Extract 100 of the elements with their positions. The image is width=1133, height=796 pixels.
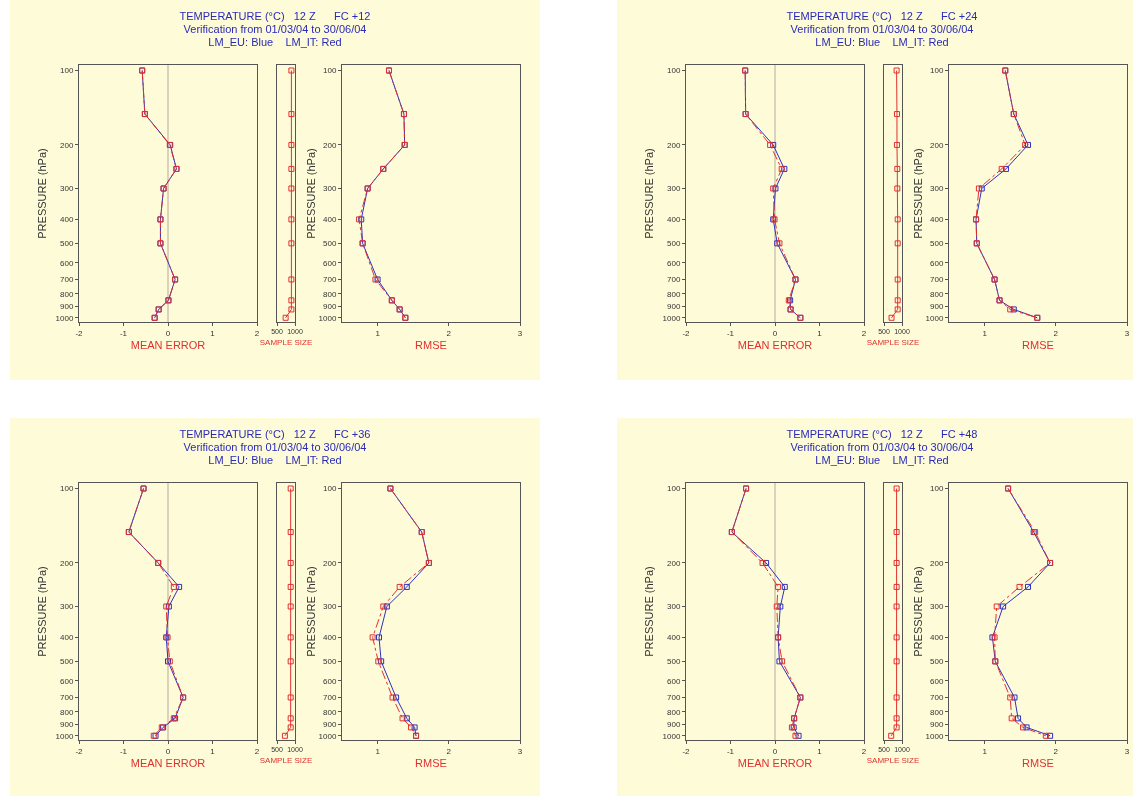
y-axis-title: PRESSURE (hPa) [643,148,656,239]
x-tick-label: 0 [165,328,171,338]
y-tick-label: 1000 [662,313,681,323]
x-tick-label: 0 [772,746,778,756]
y-tick-label: 400 [60,633,74,643]
y-tick-label: 700 [930,275,944,285]
y-tick-label: 200 [60,140,74,150]
x-axis-title: MEAN ERROR [737,338,813,351]
y-tick-label: 900 [667,720,681,730]
y-tick-label: 500 [60,239,74,249]
y-tick-label: 900 [930,720,944,730]
y-tick-label: 1000 [55,313,74,323]
y-tick-label: 200 [667,140,681,150]
y-tick-label: 500 [930,239,944,249]
x-axis-title: RMSE [415,756,447,769]
y-tick-label: 700 [667,275,681,285]
x-tick-label: 2 [254,746,260,756]
y-tick-label: 900 [323,720,337,730]
y-tick-label: 900 [667,302,681,312]
y-axis-title: PRESSURE (hPa) [912,148,924,239]
x-tick-label: 1 [375,746,381,756]
x-tick-label: 3 [517,746,523,756]
x-axis-title: RMSE [1022,756,1054,769]
y-axis-title: PRESSURE (hPa) [305,148,317,239]
y-tick-label: 600 [323,676,337,686]
y-tick-label: 400 [667,633,681,643]
y-tick-label: 900 [323,302,337,312]
x-axis-title: SAMPLE SIZE [259,755,313,765]
chart-subtitle: Verification from 01/03/04 to 30/06/04 LM_EU: Blue LM_IT: Red [182,441,368,467]
y-tick-label: 600 [60,258,74,268]
y-tick-label: 200 [60,558,74,568]
x-tick-label: 1 [817,328,823,338]
chart-title: TEMPERATURE (°C) 12 Z FC +36 [178,428,372,441]
y-tick-label: 400 [323,215,337,225]
x-tick-label: 1 [210,328,216,338]
x-axis-title: SAMPLE SIZE [866,755,920,765]
y-axis-title: PRESSURE (hPa) [305,566,317,657]
y-tick-label: 900 [60,720,74,730]
y-tick-label: 100 [60,66,74,76]
y-tick-label: 400 [60,215,74,225]
y-tick-label: 700 [667,693,681,703]
y-tick-label: 100 [930,484,944,494]
y-tick-label: 100 [930,66,944,76]
y-tick-label: 800 [323,707,337,717]
y-tick-label: 1000 [925,731,944,741]
y-tick-label: 300 [667,602,681,612]
x-tick-label: -2 [75,328,84,338]
x-tick-label: 1 [210,746,216,756]
y-tick-label: 500 [667,657,681,667]
y-tick-label: 500 [667,239,681,249]
y-tick-label: 600 [930,258,944,268]
y-tick-label: 900 [930,302,944,312]
y-tick-label: 300 [323,184,337,194]
x-tick-label: 0 [165,746,171,756]
y-tick-label: 200 [930,558,944,568]
x-tick-label: 2 [254,328,260,338]
y-tick-label: 400 [323,633,337,643]
y-tick-label: 600 [60,676,74,686]
y-tick-label: 700 [60,275,74,285]
y-tick-label: 100 [323,484,337,494]
y-tick-label: 300 [667,184,681,194]
x-tick-label: -2 [682,746,691,756]
y-tick-label: 100 [667,66,681,76]
y-tick-label: 300 [323,602,337,612]
y-tick-label: 800 [60,289,74,299]
x-axis-title: MEAN ERROR [737,756,813,769]
y-tick-label: 400 [930,633,944,643]
x-tick-label: -2 [75,746,84,756]
y-tick-label: 300 [60,184,74,194]
y-tick-label: 200 [667,558,681,568]
y-axis-title: PRESSURE (hPa) [912,566,924,657]
x-tick-label: 2 [861,746,867,756]
x-axis-title: SAMPLE SIZE [259,337,313,347]
y-tick-label: 1000 [662,731,681,741]
y-tick-label: 500 [930,657,944,667]
y-tick-label: 700 [930,693,944,703]
x-tick-label: 1 [375,328,381,338]
y-axis-title: PRESSURE (hPa) [36,566,49,657]
y-tick-label: 700 [323,275,337,285]
x-tick-label: 2 [1053,328,1059,338]
y-tick-label: 100 [60,484,74,494]
x-tick-label: -1 [119,328,128,338]
y-tick-label: 500 [323,239,337,249]
y-tick-label: 700 [323,693,337,703]
x-tick-label: -1 [119,746,128,756]
y-tick-label: 100 [323,66,337,76]
x-tick-label: 3 [1124,746,1130,756]
x-tick-label: 0 [772,328,778,338]
y-tick-label: 1000 [55,731,74,741]
y-tick-label: 800 [667,289,681,299]
x-tick-label: 2 [861,328,867,338]
x-axis-title: RMSE [1022,338,1054,351]
y-tick-label: 500 [323,657,337,667]
y-tick-label: 300 [60,602,74,612]
chart-title: TEMPERATURE (°C) 12 Z FC +48 [785,428,979,441]
y-tick-label: 600 [667,258,681,268]
y-tick-label: 800 [667,707,681,717]
y-tick-label: 200 [323,558,337,568]
chart-subtitle: Verification from 01/03/04 to 30/06/04 LM_EU: Blue LM_IT: Red [789,23,975,49]
y-axis-title: PRESSURE (hPa) [36,148,49,239]
